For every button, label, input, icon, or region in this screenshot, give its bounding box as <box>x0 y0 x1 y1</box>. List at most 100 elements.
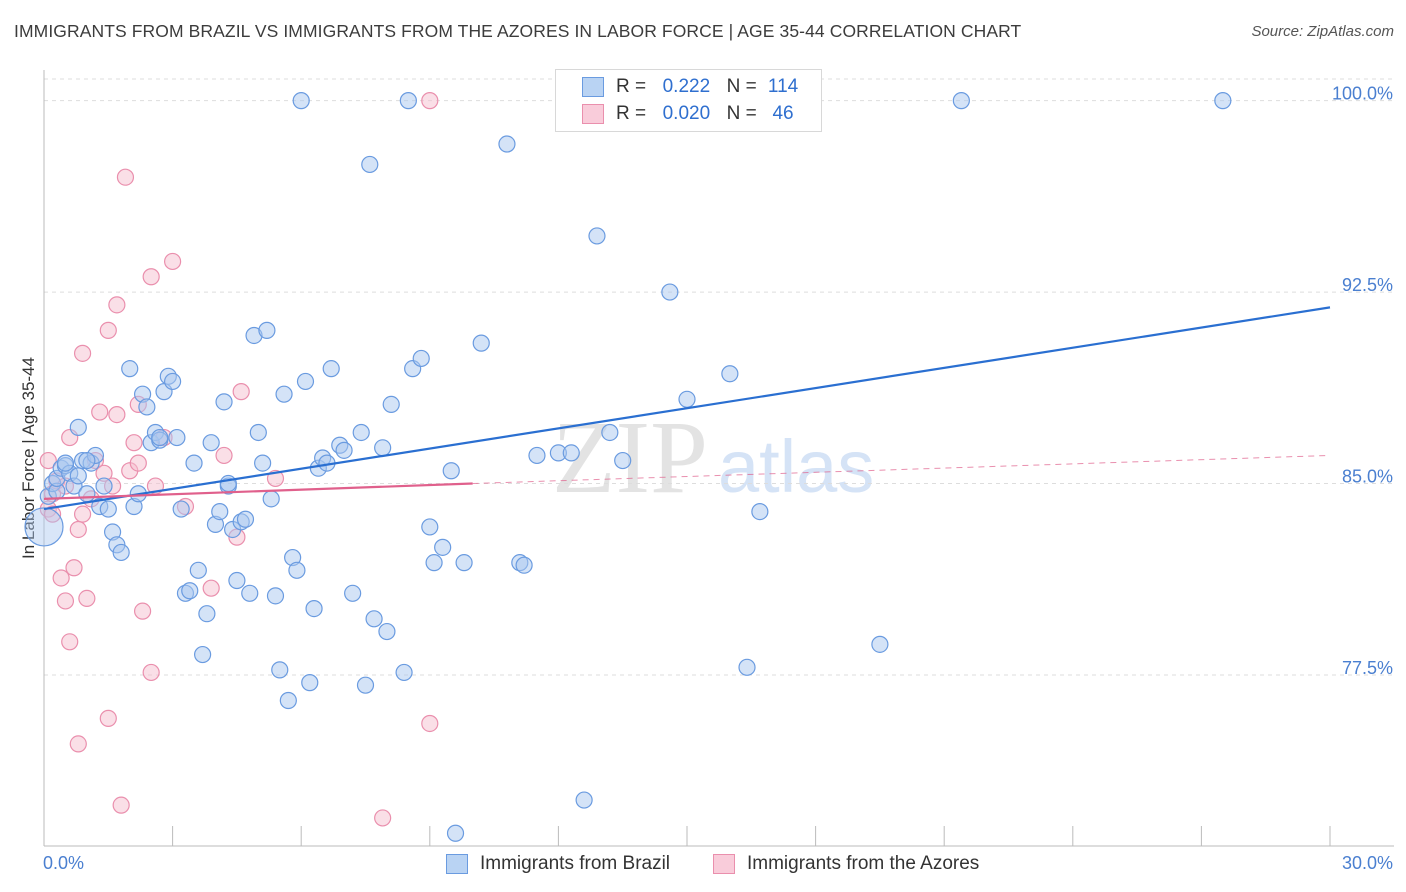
brazil-point <box>69 467 87 485</box>
bottom-legend-brazil[interactable]: Immigrants from Brazil <box>446 851 670 877</box>
x-tick-label-end: 30.0% <box>1342 853 1393 873</box>
azores-point <box>133 602 152 620</box>
brazil-point <box>601 423 619 442</box>
bottom-legend-label-azores: Immigrants from the Azores <box>747 853 980 874</box>
brazil-point <box>399 92 417 110</box>
brazil-point <box>95 477 113 495</box>
brazil-point <box>678 390 696 408</box>
brazil-point <box>185 454 203 472</box>
brazil-point <box>279 691 297 710</box>
x-ticks <box>43 826 1331 846</box>
azores-point <box>215 446 233 465</box>
azores-point <box>69 735 87 753</box>
legend-swatch-azores <box>582 104 604 124</box>
brazil-point <box>434 538 452 556</box>
azores-point <box>129 454 147 472</box>
brazil-point <box>189 561 207 579</box>
brazil-point <box>378 622 396 641</box>
azores-point <box>142 268 160 286</box>
watermark-atlas: atlas <box>718 425 874 508</box>
trend-lines <box>43 306 1331 511</box>
brazil-point <box>442 462 460 480</box>
legend-n-value: 114 <box>767 76 799 97</box>
brazil-point <box>1214 92 1232 110</box>
x-tick-label-start: 0.0% <box>43 853 84 873</box>
brazil-point <box>228 571 246 590</box>
bottom-legend-azores[interactable]: Immigrants from the Azores <box>713 851 979 877</box>
legend-r-label: R = <box>616 76 647 97</box>
watermark: ZIP atlas <box>552 400 874 515</box>
azores-trend-line <box>43 482 473 500</box>
brazil-point <box>262 490 280 508</box>
brazil-point <box>361 155 379 174</box>
legend-n-value: 46 <box>772 103 794 124</box>
azores-point <box>69 520 87 539</box>
brazil-point <box>198 605 216 623</box>
bottom-legend-label-brazil: Immigrants from Brazil <box>480 853 671 874</box>
y-tick-label: 77.5% <box>1342 658 1393 678</box>
legend-row-azores: R = 0.020 N = 46 <box>556 101 804 127</box>
azores-point <box>421 714 439 733</box>
azores-point <box>99 709 117 727</box>
brazil-point <box>335 441 353 459</box>
brazil-point <box>181 582 199 600</box>
azores-point <box>65 559 83 577</box>
brazil-point <box>69 418 87 436</box>
azores-point <box>99 321 117 339</box>
brazil-point <box>194 645 212 664</box>
y-tick-label: 100.0% <box>1332 84 1393 104</box>
brazil-point <box>352 423 370 442</box>
y-axis-label: In Labor Force | Age 35-44 <box>19 357 38 559</box>
legend-n-label: N = <box>726 76 757 97</box>
brazil-point <box>172 500 190 518</box>
brazil-point <box>275 385 293 403</box>
azores-point <box>43 505 62 523</box>
legend-row-brazil: R = 0.222 N = 114 <box>556 74 804 100</box>
brazil-points <box>24 92 1232 842</box>
azores-point <box>73 505 92 523</box>
brazil-point <box>575 791 593 809</box>
brazil-point <box>138 398 156 416</box>
brazil-point <box>296 372 315 391</box>
brazil-point <box>288 561 306 579</box>
chart-title: IMMIGRANTS FROM BRAZIL VS IMMIGRANTS FRO… <box>14 21 1022 41</box>
brazil-point <box>151 428 169 447</box>
brazil-point <box>168 428 186 447</box>
legend-r-label: R = <box>616 103 647 124</box>
brazil-point <box>271 661 289 679</box>
brazil-point <box>738 658 756 676</box>
azores-point <box>39 451 57 470</box>
brazil-point <box>374 439 392 457</box>
brazil-point <box>322 360 340 378</box>
brazil-point <box>254 454 272 472</box>
brazil-point <box>78 485 96 503</box>
legend-n-label: N = <box>726 103 757 124</box>
brazil-point <box>421 518 439 536</box>
azores-point <box>164 252 182 271</box>
brazil-point <box>528 446 546 465</box>
azores-point <box>421 92 439 110</box>
brazil-point <box>241 584 259 602</box>
brazil-point <box>202 434 220 452</box>
brazil-point <box>425 554 443 572</box>
brazil-point <box>236 510 255 528</box>
brazil-point <box>78 451 96 470</box>
brazil-point <box>472 334 490 352</box>
azores-point <box>73 344 92 362</box>
azores-point <box>108 406 126 424</box>
azores-point <box>91 403 109 421</box>
azores-point <box>142 663 160 682</box>
brazil-point <box>871 635 889 653</box>
brazil-point <box>498 135 516 153</box>
legend-swatch-brazil <box>582 77 604 97</box>
brazil-point <box>164 372 182 391</box>
brazil-point <box>365 610 383 628</box>
brazil-point <box>614 451 632 470</box>
brazil-point <box>515 556 533 574</box>
brazil-point <box>412 349 430 368</box>
brazil-point <box>661 283 679 301</box>
brazil-point <box>292 92 310 110</box>
brazil-point <box>455 554 473 572</box>
brazil-point <box>24 507 64 547</box>
